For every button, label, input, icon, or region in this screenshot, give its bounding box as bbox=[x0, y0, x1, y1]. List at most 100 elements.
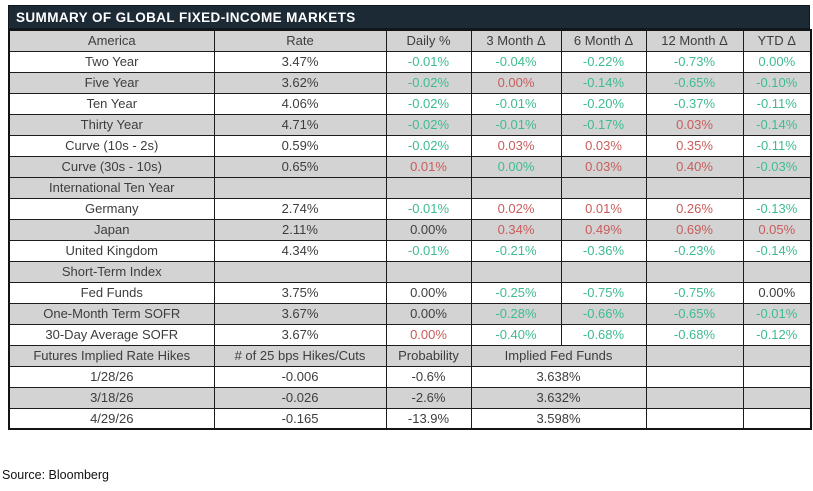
delta-cell: -0.28% bbox=[470, 302, 562, 325]
empty-cell bbox=[742, 344, 812, 367]
bond-row: 30-Day Average SOFR 3.67% 0.00% -0.40% -0.68… bbox=[8, 323, 812, 346]
delta-cell: 0.03% bbox=[560, 155, 647, 178]
empty-cell bbox=[742, 260, 812, 283]
empty-cell bbox=[742, 386, 812, 409]
source-note: Source: Bloomberg bbox=[2, 468, 110, 482]
futures-row: 1/28/26 -0.006 -0.6% 3.638% bbox=[8, 365, 812, 388]
empty-cell bbox=[385, 176, 472, 199]
delta-cell: -0.11% bbox=[742, 134, 812, 157]
fixed-income-summary: SUMMARY OF GLOBAL FIXED-INCOME MARKETS A… bbox=[8, 5, 812, 430]
futures-date: 3/18/26 bbox=[8, 386, 215, 409]
rate-cell: 2.74% bbox=[213, 197, 387, 220]
empty-cell bbox=[385, 260, 472, 283]
delta-cell: 0.03% bbox=[560, 134, 647, 157]
futures-row: 4/29/26 -0.165 -13.9% 3.598% bbox=[8, 407, 812, 430]
bond-label: Curve (10s - 2s) bbox=[8, 134, 215, 157]
bond-row: Thirty Year 4.71% -0.02% -0.01% -0.17% 0.03% -… bbox=[8, 113, 812, 136]
empty-cell bbox=[213, 176, 387, 199]
delta-cell: -0.01% bbox=[470, 113, 562, 136]
delta-cell: -0.14% bbox=[742, 113, 812, 136]
delta-cell: -0.68% bbox=[645, 323, 744, 346]
delta-cell: 0.00% bbox=[385, 218, 472, 241]
delta-cell: -0.75% bbox=[645, 281, 744, 304]
empty-cell bbox=[213, 260, 387, 283]
empty-cell bbox=[470, 176, 562, 199]
bond-label: One-Month Term SOFR bbox=[8, 302, 215, 325]
delta-cell: 0.01% bbox=[385, 155, 472, 178]
rate-cell: 3.67% bbox=[213, 323, 387, 346]
empty-cell bbox=[645, 407, 744, 430]
bond-label: Two Year bbox=[8, 50, 215, 73]
delta-cell: 0.03% bbox=[645, 113, 744, 136]
bond-row: Curve (10s - 2s) 0.59% -0.02% 0.03% 0.03% 0.3… bbox=[8, 134, 812, 157]
empty-cell bbox=[645, 344, 744, 367]
delta-cell: 0.00% bbox=[470, 71, 562, 94]
futures-row: 3/18/26 -0.026 -2.6% 3.632% bbox=[8, 386, 812, 409]
delta-cell: -0.13% bbox=[742, 197, 812, 220]
summary-table: America Rate Daily % 3 Month Δ 6 Month Δ… bbox=[8, 29, 812, 430]
delta-cell: -0.01% bbox=[742, 302, 812, 325]
column-header-6month: 6 Month Δ bbox=[560, 29, 647, 52]
delta-cell: -0.11% bbox=[742, 92, 812, 115]
futures-header-implied: Implied Fed Funds bbox=[470, 344, 647, 367]
empty-cell bbox=[742, 407, 812, 430]
delta-cell: 0.35% bbox=[645, 134, 744, 157]
delta-cell: -0.65% bbox=[645, 71, 744, 94]
empty-cell bbox=[645, 386, 744, 409]
futures-hikes-cuts: -0.026 bbox=[213, 386, 387, 409]
futures-implied-fed-funds: 3.598% bbox=[470, 407, 647, 430]
delta-cell: 0.00% bbox=[385, 302, 472, 325]
bond-row: Japan 2.11% 0.00% 0.34% 0.49% 0.69% 0.05% bbox=[8, 218, 812, 241]
section-row: Short-Term Index bbox=[8, 260, 812, 283]
delta-cell: -0.01% bbox=[385, 50, 472, 73]
delta-cell: -0.10% bbox=[742, 71, 812, 94]
futures-hikes-cuts: -0.165 bbox=[213, 407, 387, 430]
empty-cell bbox=[645, 260, 744, 283]
bond-label: 30-Day Average SOFR bbox=[8, 323, 215, 346]
rate-cell: 2.11% bbox=[213, 218, 387, 241]
delta-cell: -0.75% bbox=[560, 281, 647, 304]
rate-cell: 0.65% bbox=[213, 155, 387, 178]
delta-cell: -0.25% bbox=[470, 281, 562, 304]
delta-cell: -0.20% bbox=[560, 92, 647, 115]
section-label: Short-Term Index bbox=[8, 260, 215, 283]
futures-hikes-cuts: -0.006 bbox=[213, 365, 387, 388]
futures-implied-fed-funds: 3.638% bbox=[470, 365, 647, 388]
rate-cell: 3.47% bbox=[213, 50, 387, 73]
rate-cell: 0.59% bbox=[213, 134, 387, 157]
futures-header-label: Futures Implied Rate Hikes bbox=[8, 344, 215, 367]
delta-cell: 0.02% bbox=[470, 197, 562, 220]
empty-cell bbox=[742, 176, 812, 199]
delta-cell: 0.40% bbox=[645, 155, 744, 178]
delta-cell: 0.00% bbox=[742, 50, 812, 73]
column-header-row: America Rate Daily % 3 Month Δ 6 Month Δ… bbox=[8, 29, 812, 52]
column-header-rate: Rate bbox=[213, 29, 387, 52]
rate-cell: 4.34% bbox=[213, 239, 387, 262]
delta-cell: -0.68% bbox=[560, 323, 647, 346]
delta-cell: -0.17% bbox=[560, 113, 647, 136]
delta-cell: -0.01% bbox=[385, 239, 472, 262]
section-label: International Ten Year bbox=[8, 176, 215, 199]
empty-cell bbox=[645, 365, 744, 388]
delta-cell: -0.02% bbox=[385, 134, 472, 157]
delta-cell: 0.00% bbox=[385, 281, 472, 304]
delta-cell: 0.00% bbox=[742, 281, 812, 304]
bond-label: United Kingdom bbox=[8, 239, 215, 262]
delta-cell: -0.40% bbox=[470, 323, 562, 346]
bond-row: United Kingdom 4.34% -0.01% -0.21% -0.36% -0.… bbox=[8, 239, 812, 262]
delta-cell: -0.02% bbox=[385, 113, 472, 136]
delta-cell: -0.23% bbox=[645, 239, 744, 262]
empty-cell bbox=[645, 176, 744, 199]
futures-probability: -13.9% bbox=[385, 407, 472, 430]
delta-cell: -0.37% bbox=[645, 92, 744, 115]
bond-row: Two Year 3.47% -0.01% -0.04% -0.22% -0.73% 0.0… bbox=[8, 50, 812, 73]
delta-cell: 0.26% bbox=[645, 197, 744, 220]
delta-cell: -0.22% bbox=[560, 50, 647, 73]
table-body: Two Year 3.47% -0.01% -0.04% -0.22% -0.73% 0.0… bbox=[8, 50, 812, 430]
column-header-3month: 3 Month Δ bbox=[470, 29, 562, 52]
bond-row: Fed Funds 3.75% 0.00% -0.25% -0.75% -0.75% 0.0… bbox=[8, 281, 812, 304]
delta-cell: -0.02% bbox=[385, 92, 472, 115]
delta-cell: 0.01% bbox=[560, 197, 647, 220]
delta-cell: 0.03% bbox=[470, 134, 562, 157]
delta-cell: -0.36% bbox=[560, 239, 647, 262]
